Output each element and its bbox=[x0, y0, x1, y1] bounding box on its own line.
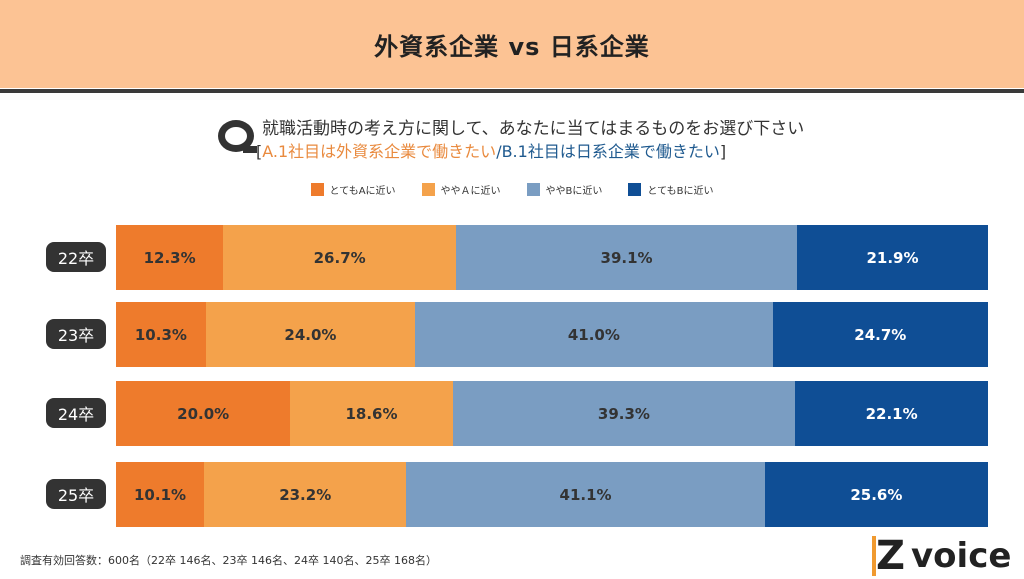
row-label: 22卒 bbox=[46, 242, 106, 272]
question-options: [A.1社目は外資系企業で働きたい/B.1社目は日系企業で働きたい] bbox=[256, 138, 726, 162]
legend-label: とてもAに近い bbox=[329, 186, 396, 197]
data-label: 10.3% bbox=[134, 325, 187, 344]
data-label: 21.9% bbox=[866, 248, 919, 267]
bar-segment: 21.9% bbox=[797, 225, 988, 290]
bar-segment: 24.0% bbox=[205, 302, 416, 367]
data-label: 23.2% bbox=[279, 485, 332, 504]
title-band: 外資系企業 vs 日系企業 bbox=[0, 0, 1024, 88]
bar-segment: 39.3% bbox=[452, 381, 796, 446]
row-label: 25卒 bbox=[46, 479, 106, 509]
option-separator: / bbox=[496, 142, 502, 161]
data-label: 25.6% bbox=[850, 485, 903, 504]
legend-swatch bbox=[526, 183, 540, 196]
data-label: 24.7% bbox=[854, 325, 907, 344]
logo-voice: voice bbox=[911, 536, 1012, 576]
footnote: 調査有効回答数：600名（22卒 146名、23卒 146名、24卒 140名、… bbox=[20, 554, 437, 567]
legend-label: ややBに近い bbox=[545, 186, 603, 197]
legend-item: とてもAに近い bbox=[310, 182, 396, 197]
question-text: 就職活動時の考え方に関して、あなたに当てはまるものをお選び下さい bbox=[262, 119, 805, 139]
legend: とてもAに近い ややＡに近い ややBに近い とてもBに近い bbox=[0, 182, 1024, 197]
row-label: 23卒 bbox=[46, 319, 106, 349]
option-a: A.1社目は外資系企業で働きたい bbox=[262, 142, 497, 161]
data-label: 26.7% bbox=[313, 248, 366, 267]
bar-segment: 39.1% bbox=[456, 225, 798, 290]
data-label: 20.0% bbox=[177, 404, 230, 423]
legend-swatch bbox=[628, 183, 642, 196]
data-label: 41.1% bbox=[559, 485, 612, 504]
bar-segment: 10.1% bbox=[116, 462, 205, 527]
q-icon bbox=[218, 120, 257, 153]
data-label: 12.3% bbox=[143, 248, 196, 267]
legend-swatch bbox=[310, 183, 324, 196]
option-b: B.1社目は日系企業で働きたい bbox=[501, 142, 720, 161]
bar-segment: 24.7% bbox=[772, 302, 988, 367]
legend-label: ややＡに近い bbox=[440, 186, 501, 197]
data-label: 10.1% bbox=[134, 485, 187, 504]
bracket-open: [ bbox=[256, 142, 263, 161]
legend-item: とてもBに近い bbox=[628, 182, 713, 197]
legend-item: ややＡに近い bbox=[421, 182, 501, 197]
data-label: 22.1% bbox=[865, 404, 918, 423]
legend-swatch bbox=[421, 183, 435, 196]
bar-segment: 20.0% bbox=[116, 381, 291, 446]
data-label: 18.6% bbox=[345, 404, 398, 423]
bar-segment: 25.6% bbox=[764, 462, 988, 527]
data-label: 39.1% bbox=[600, 248, 653, 267]
bar-segment: 12.3% bbox=[116, 225, 224, 290]
bar-segment: 41.0% bbox=[415, 302, 773, 367]
legend-label: とてもBに近い bbox=[647, 186, 714, 197]
data-label: 41.0% bbox=[567, 325, 620, 344]
row-label: 24卒 bbox=[46, 398, 106, 428]
data-label: 39.3% bbox=[597, 404, 650, 423]
legend-item: ややBに近い bbox=[526, 182, 603, 197]
bar-segment: 23.2% bbox=[204, 462, 407, 527]
data-label: 24.0% bbox=[284, 325, 337, 344]
divider bbox=[0, 89, 1024, 93]
bar-segment: 22.1% bbox=[795, 381, 988, 446]
logo-z: Z bbox=[872, 536, 905, 576]
bar-segment: 10.3% bbox=[116, 302, 206, 367]
page-title: 外資系企業 vs 日系企業 bbox=[374, 32, 650, 61]
bar-segment: 18.6% bbox=[290, 381, 453, 446]
bar-segment: 26.7% bbox=[223, 225, 457, 290]
bar-segment: 41.1% bbox=[406, 462, 765, 527]
bracket-close: ] bbox=[719, 142, 727, 161]
